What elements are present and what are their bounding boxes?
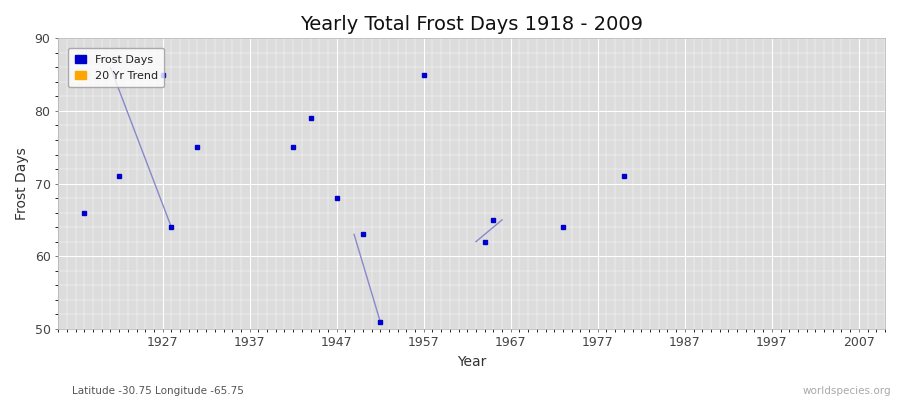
- Y-axis label: Frost Days: Frost Days: [15, 147, 29, 220]
- Legend: Frost Days, 20 Yr Trend: Frost Days, 20 Yr Trend: [68, 48, 165, 87]
- Text: worldspecies.org: worldspecies.org: [803, 386, 891, 396]
- X-axis label: Year: Year: [457, 355, 486, 369]
- Text: Latitude -30.75 Longitude -65.75: Latitude -30.75 Longitude -65.75: [72, 386, 244, 396]
- Title: Yearly Total Frost Days 1918 - 2009: Yearly Total Frost Days 1918 - 2009: [300, 15, 644, 34]
